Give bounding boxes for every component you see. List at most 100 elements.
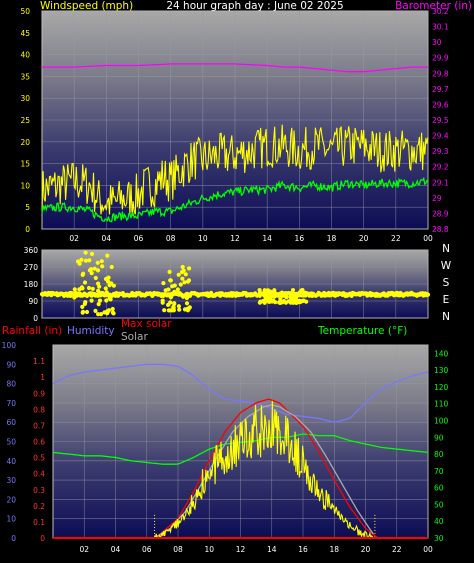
rainfall-tick-label: 0.5 [33,454,45,463]
direction-point [106,308,111,313]
rainfall-tick-label: 0.3 [33,486,45,495]
direction-point [163,288,168,293]
time-tick-label: 06 [134,234,144,243]
time-tick-label: 02 [69,234,79,243]
max_solar-line [154,398,379,539]
direction-point [276,293,281,298]
direction-point [90,291,95,296]
direction-point [292,296,297,301]
direction-point [161,281,166,286]
direction-point [109,281,114,286]
direction-point [279,290,285,295]
time-tick-label: 14 [267,545,277,554]
direction-point [185,279,191,284]
direction-point [272,294,277,299]
direction-point [93,275,98,281]
windspeed-tick-label: 35 [20,72,30,81]
direction-point [72,287,77,292]
temperature-tick-label: 40 [434,517,444,526]
direction-point [81,271,86,276]
temperature-tick-label: 70 [434,467,444,476]
direction-point [172,290,177,295]
legend-rainfall: Rainfall (in) [2,325,62,337]
direction-tick-label: 90 [28,297,38,306]
time-tick-label: 22 [392,545,402,554]
time-tick-label: 08 [173,545,183,554]
direction-point [175,287,180,292]
direction-point [103,286,108,291]
barometer-line [42,63,428,73]
time-tick-label: 08 [166,234,176,243]
direction-point [283,293,288,298]
barometer-tick-label: 29.5 [432,116,449,125]
wind-grid [42,10,429,230]
direction-point [167,269,172,274]
compass-label: N [442,311,450,323]
direction-point [77,291,82,296]
barometer-tick-label: 30 [432,38,442,47]
direction-point [80,286,85,291]
temperature-tick-label: 60 [434,484,444,493]
temperature-tick-label: 110 [434,400,449,409]
humidity-tick-label: 40 [6,457,16,466]
direction-point [273,300,278,305]
direction-point [182,280,187,285]
compass-label: N [442,243,450,255]
direction-point [77,287,82,292]
direction-point [110,310,115,315]
direction-point [82,291,87,296]
humidity-tick-label: 0 [11,534,16,543]
time-tick-label: 06 [142,545,152,554]
rainfall-tick-label: 0.4 [33,470,45,479]
direction-axis: 0 90 180 270 360 [24,246,39,323]
barometer-tick-label: 28.9 [432,209,449,218]
time-tick-label: 10 [198,234,208,243]
direction-point [257,288,262,293]
windspeed-tick-label: 15 [20,160,30,169]
gust-line [41,124,429,217]
direction-point [95,268,101,273]
temperature-tick-label: 130 [434,366,449,375]
rainfall-tick-label: 0.9 [33,389,45,398]
temperature-axis: 30 40 50 60 70 80 90 100 110 120 130 140 [434,349,449,543]
rainfall-tick-label: 1 [40,373,45,382]
direction-point [166,302,171,307]
direction-point [168,295,173,300]
direction-point [264,289,269,294]
time-tick-label: 12 [230,234,240,243]
time-tick-label: 22 [391,234,401,243]
legend-solar: Solar [121,331,148,343]
direction-point [96,302,101,307]
barometer-tick-label: 29.6 [432,100,449,109]
direction-point [178,282,183,287]
windspeed-tick-label: 50 [20,7,30,16]
temperature-tick-label: 90 [434,433,444,442]
direction-point [83,250,88,255]
direction-point [286,299,291,304]
direction-point [74,293,79,298]
barometer-tick-label: 29.9 [432,54,449,63]
humidity-tick-label: 50 [6,438,16,447]
windspeed-tick-label: 25 [20,116,30,125]
humidity-tick-label: 20 [6,495,16,504]
compass-label: W [441,260,452,272]
windspeed-tick-label: 30 [20,94,30,103]
direction-point [87,268,92,273]
rainfall-tick-label: 1.1 [33,357,45,366]
time-tick-label: 04 [111,545,121,554]
temperature-tick-label: 140 [434,349,449,358]
barometer-tick-label: 29.1 [432,178,449,187]
direction-point [176,272,181,277]
barometer-tick-label: 29.3 [432,147,449,156]
direction-point [93,308,98,313]
direction-point [272,288,277,293]
direction-point [181,268,186,273]
direction-point [79,257,84,262]
direction-tick-label: 360 [24,246,39,255]
direction-point [97,284,102,289]
direction-series [39,250,431,317]
chart-title: 24 hour graph day : June 02 2025 [166,0,343,12]
humidity-tick-label: 30 [6,476,16,485]
direction-tick-label: 270 [24,263,39,272]
